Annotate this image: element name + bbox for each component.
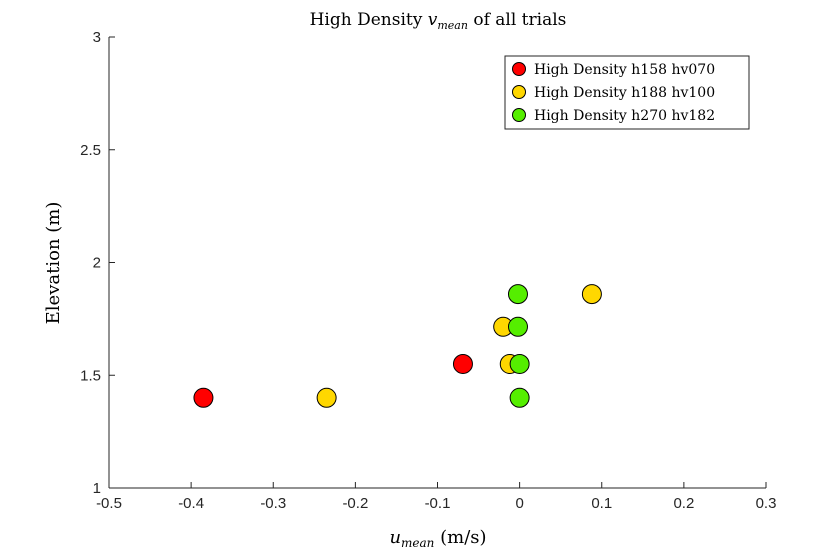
data-point-series-3 — [507, 284, 528, 305]
data-point-series-3 — [507, 316, 528, 337]
data-point-series-3 — [509, 387, 530, 408]
legend-label: High Density h270 hv182 — [534, 108, 715, 124]
legend-label: High Density h188 hv100 — [534, 85, 715, 101]
data-point-series-2 — [581, 284, 602, 305]
legend-marker — [512, 85, 526, 99]
x-tick-label: 0 — [515, 495, 523, 512]
x-tick-label: 0.2 — [673, 495, 694, 512]
x-tick-label: 0.3 — [756, 495, 777, 512]
chart-title: High Density vmean of all trials — [310, 10, 567, 32]
y-tick-label: 2 — [93, 255, 101, 272]
x-tick-label: -0.1 — [425, 495, 451, 512]
x-tick-label: -0.3 — [260, 495, 286, 512]
y-tick-label: 3 — [93, 29, 101, 46]
legend: High Density h158 hv070 High Density h188… — [504, 55, 750, 130]
x-tick-label: 0.1 — [591, 495, 612, 512]
data-point-series-3 — [509, 353, 530, 374]
y-tick-label: 1.5 — [80, 367, 101, 384]
x-tick-label: -0.2 — [342, 495, 368, 512]
y-tick-label: 1 — [93, 480, 101, 497]
legend-marker — [512, 108, 526, 122]
x-tick-label: -0.4 — [178, 495, 204, 512]
data-point-series-1 — [193, 387, 214, 408]
legend-box — [504, 55, 750, 130]
legend-label: High Density h158 hv070 — [534, 62, 715, 78]
legend-marker — [512, 62, 526, 76]
data-point-series-1 — [452, 353, 473, 374]
data-points — [193, 284, 602, 408]
y-ticks: 1 1.5 2 2.5 3 — [80, 29, 115, 497]
y-axis-title: Elevation (m) — [43, 202, 64, 325]
data-point-series-2 — [316, 387, 337, 408]
x-ticks: -0.5 -0.4 -0.3 -0.2 -0.1 0 0.1 0.2 0.3 — [96, 482, 776, 512]
y-tick-label: 2.5 — [80, 142, 101, 159]
x-axis-title: umean (m/s) — [389, 527, 486, 550]
x-tick-label: -0.5 — [96, 495, 122, 512]
